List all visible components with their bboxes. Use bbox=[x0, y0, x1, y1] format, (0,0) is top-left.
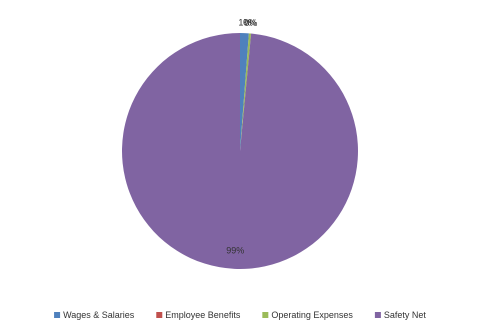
data-label: 0% bbox=[244, 18, 257, 28]
pie-slice bbox=[240, 33, 249, 151]
data-label: 1% bbox=[238, 17, 251, 27]
data-label: 99% bbox=[226, 246, 244, 256]
legend: Wages & Salaries Employee Benefits Operati… bbox=[54, 310, 426, 320]
legend-swatch bbox=[374, 312, 381, 318]
legend-label: Operating Expenses bbox=[271, 310, 353, 320]
pie-slice bbox=[240, 33, 252, 151]
data-label: 0% bbox=[243, 18, 256, 28]
legend-swatch bbox=[156, 312, 163, 318]
legend-swatch bbox=[54, 312, 61, 318]
legend-label: Employee Benefits bbox=[165, 310, 241, 320]
legend-label: Safety Net bbox=[384, 310, 427, 320]
pie-slice bbox=[122, 33, 358, 269]
legend-swatch bbox=[262, 312, 269, 318]
legend-label: Wages & Salaries bbox=[63, 310, 135, 320]
